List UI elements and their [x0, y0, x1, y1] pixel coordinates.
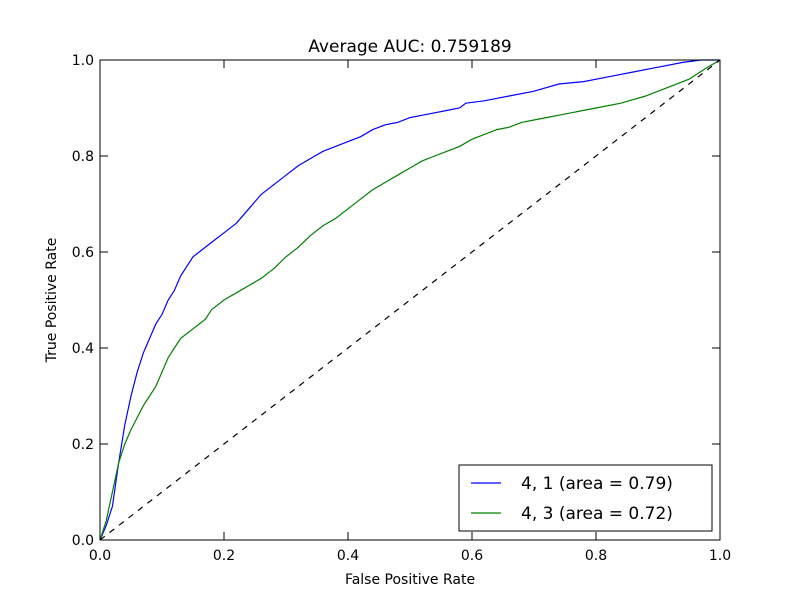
x-axis-title: False Positive Rate: [345, 572, 475, 588]
legend: 4, 1 (area = 0.79) 4, 3 (area = 0.72): [458, 464, 713, 532]
x-tick-label: 0.4: [337, 548, 359, 564]
series-line-2: [99, 59, 721, 541]
y-tick-label: 0.8: [72, 149, 94, 165]
series-line-1: [99, 59, 720, 541]
legend-label: 4, 1 (area = 0.79): [521, 474, 673, 494]
x-tick-label: 1.0: [709, 548, 731, 564]
y-tick-label: 0.2: [72, 437, 94, 453]
y-tick-label: 0.0: [72, 533, 94, 549]
y-tick-label: 0.6: [72, 245, 94, 261]
plot-frame: [99, 59, 721, 541]
x-tick-label: 0.6: [461, 548, 483, 564]
chart-marks: [99, 59, 721, 541]
y-tick-label: 1.0: [72, 53, 94, 69]
y-axis-title: True Positive Rate: [44, 238, 60, 364]
chance-diagonal-line: [99, 59, 721, 541]
x-tick-label: 0.2: [213, 548, 235, 564]
x-tick-label: 0.0: [89, 548, 111, 564]
y-tick-label: 0.4: [72, 341, 94, 357]
legend-box: [458, 464, 713, 532]
legend-label: 4, 3 (area = 0.72): [521, 504, 673, 524]
chart-title: Average AUC: 0.759189: [308, 37, 511, 57]
x-tick-label: 0.8: [585, 548, 607, 564]
axis-ticks: 0.0 0.2 0.4 0.6 0.8 1.0 0.0 0.2 0.4 0.6 0.8 1.0: [72, 53, 731, 564]
